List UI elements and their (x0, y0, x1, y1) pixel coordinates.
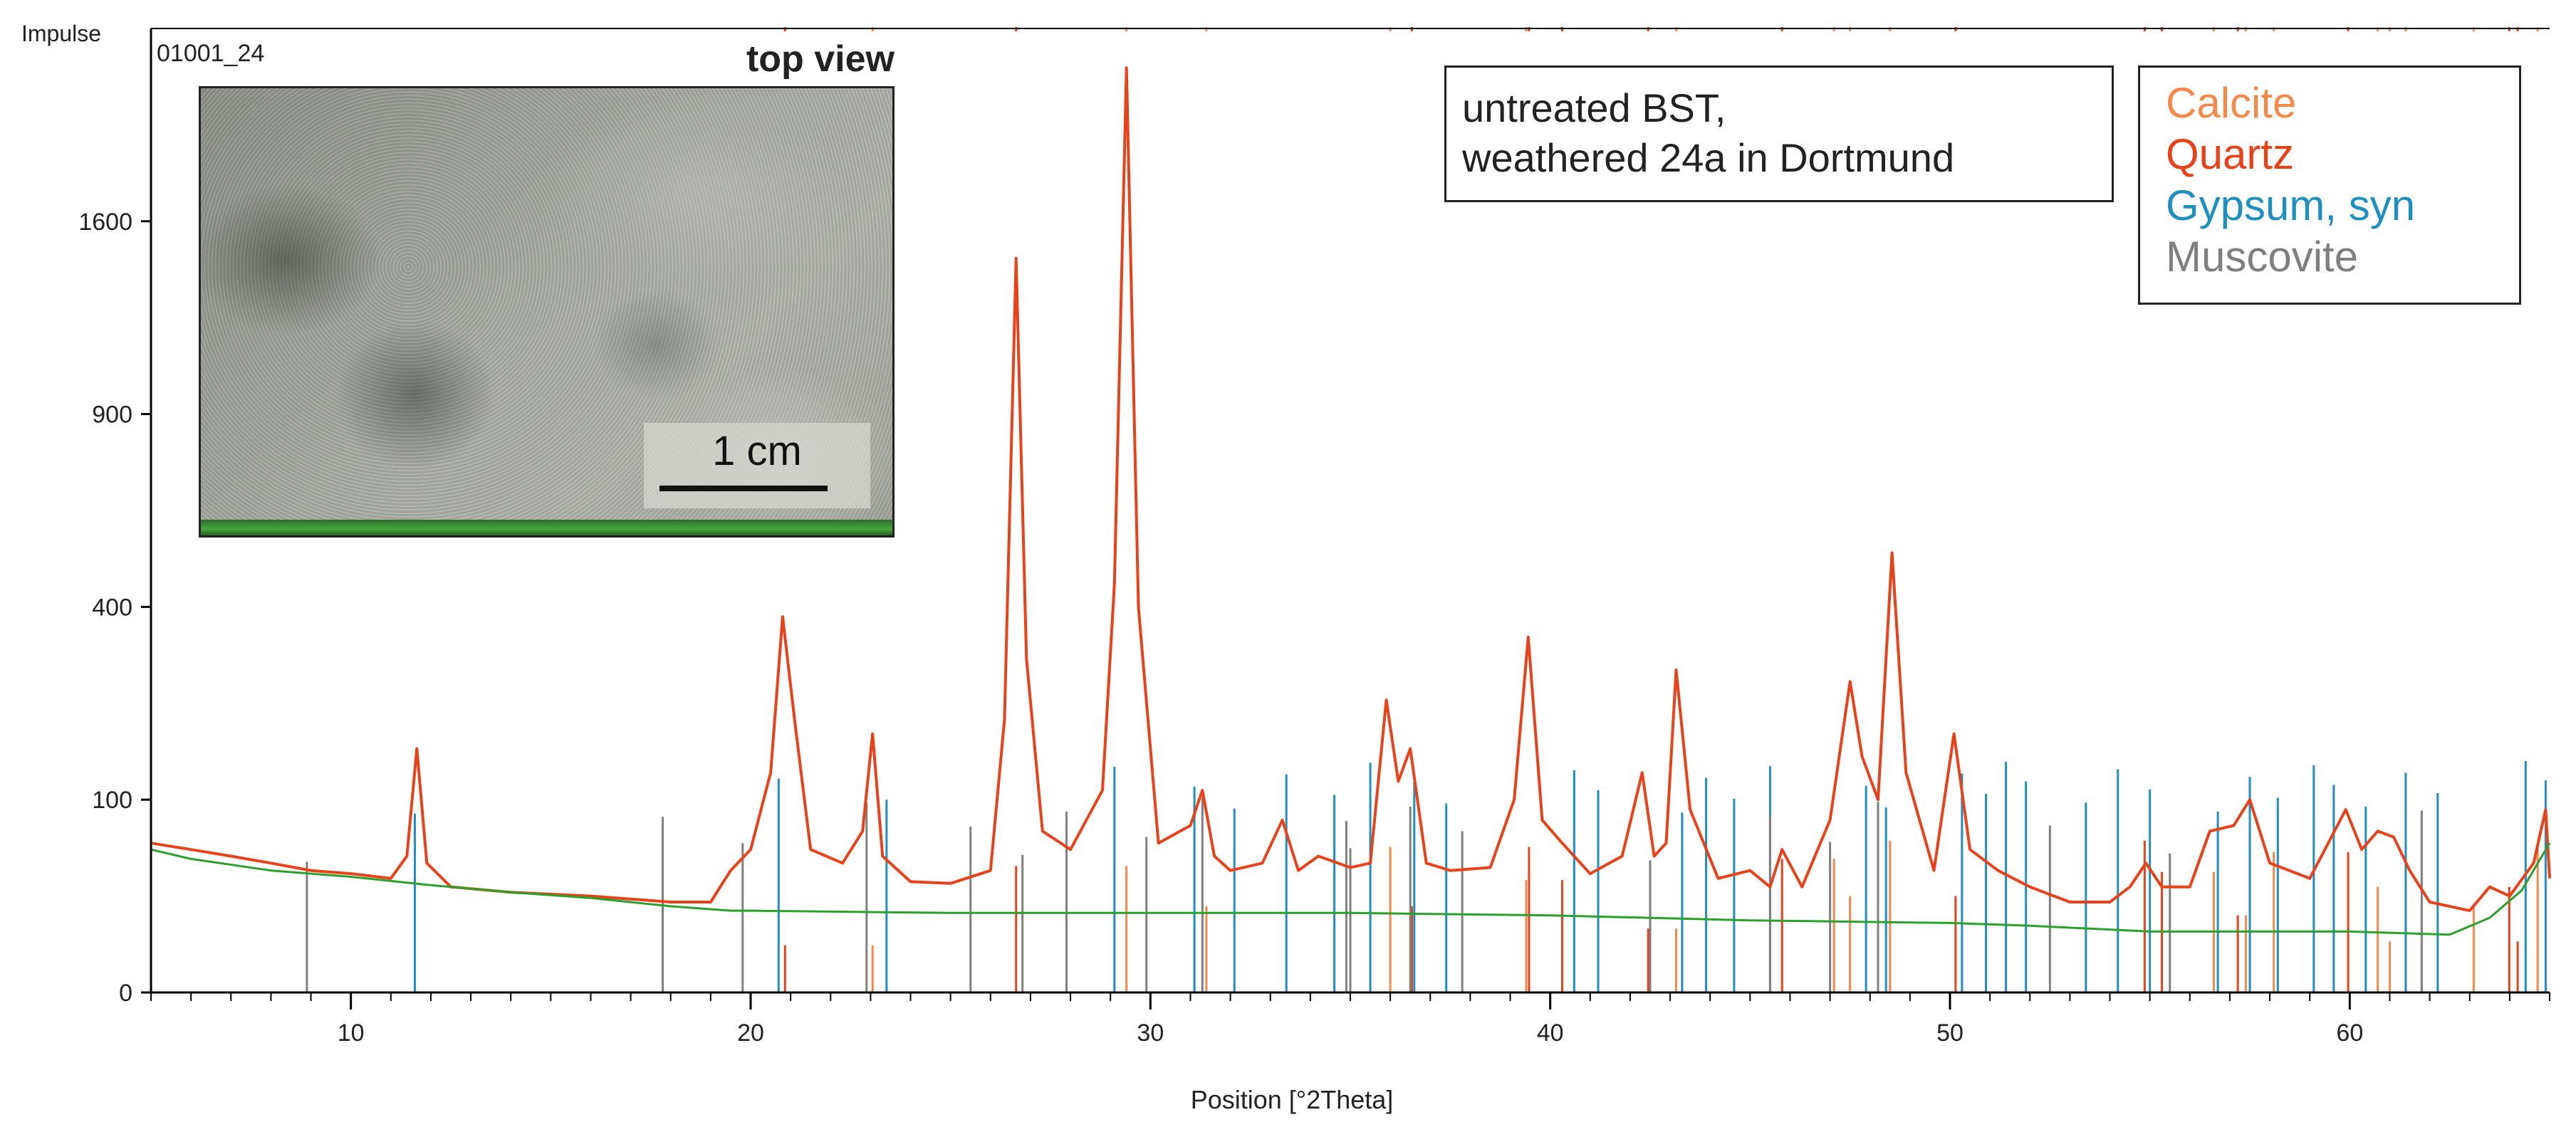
legend-item-calcite: Calcite (2166, 79, 2297, 127)
reference-lines (306, 27, 2547, 992)
x-tick-label: 10 (338, 1020, 365, 1047)
scale-bar (659, 486, 828, 491)
y-tick-label: 100 (92, 787, 132, 814)
pattern-series (150, 66, 2551, 936)
x-tick-label: 60 (2336, 1020, 2363, 1047)
y-axis-label: Impulse (21, 21, 101, 46)
scale-bar-box: 1 cm (644, 423, 870, 508)
y-tick-label: 400 (92, 594, 132, 621)
legend-item-muscovite: Muscovite (2166, 233, 2359, 281)
sample-description-line2: weathered 24a in Dortmund (1462, 135, 1955, 180)
x-axis-ticks: 10 20 30 40 50 60 (150, 992, 2550, 1047)
inset-title: top view (746, 38, 895, 80)
legend-item-gypsum: Gypsum, syn (2166, 182, 2416, 229)
background-line (150, 842, 2551, 936)
x-axis-label: Position [°2Theta] (1191, 1085, 1394, 1114)
x-tick-label: 40 (1537, 1020, 1564, 1047)
x-tick-label: 50 (1936, 1020, 1964, 1047)
inset-photo: 1 cm (199, 86, 895, 538)
sample-description-box: untreated BST, weathered 24a in Dortmund (1444, 66, 2114, 202)
legend: Calcite Quartz Gypsum, syn Muscovite (2138, 66, 2521, 305)
measured-pattern-line (150, 66, 2551, 913)
x-tick-label: 30 (1137, 1020, 1164, 1047)
scale-label: 1 cm (712, 428, 802, 474)
sample-description-line1: untreated BST, (1462, 85, 1726, 130)
y-tick-label: 0 (119, 980, 132, 1007)
y-tick-label: 1600 (78, 209, 132, 236)
y-axis-ticks: 0 100 400 900 1600 (78, 209, 151, 1007)
legend-item-quartz: Quartz (2166, 130, 2295, 178)
y-tick-label: 900 (92, 402, 132, 429)
photo-green-edge (201, 520, 892, 535)
x-tick-label: 20 (737, 1020, 764, 1047)
sample-id: 01001_24 (157, 40, 264, 67)
